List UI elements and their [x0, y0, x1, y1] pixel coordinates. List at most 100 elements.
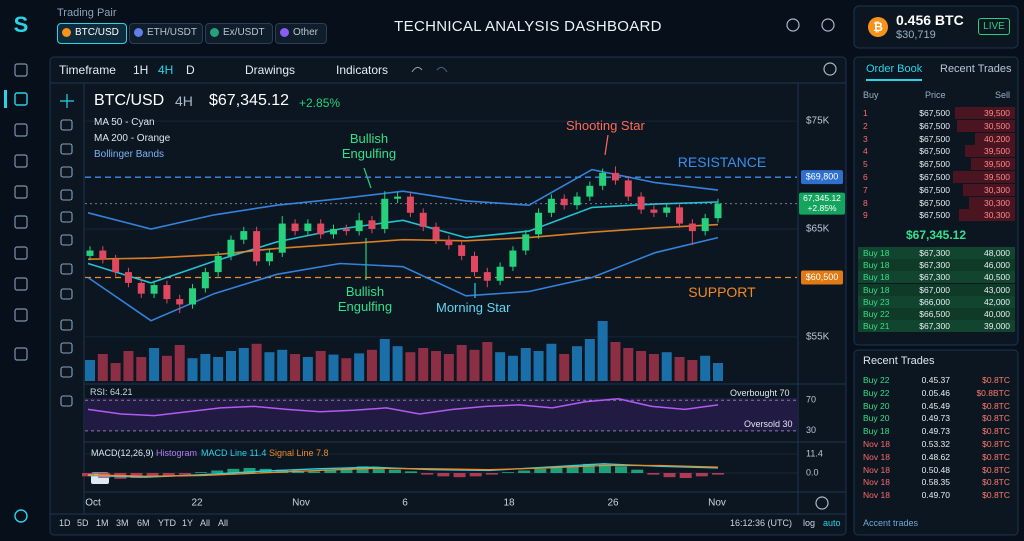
bid-row-cell: Buy 18 [863, 260, 890, 271]
bid-row-cell: 42,000 [984, 296, 1010, 307]
candle-body [599, 172, 607, 186]
sidebar-icon[interactable] [14, 347, 28, 361]
sidebar-icon[interactable] [14, 154, 28, 168]
volume-bar [213, 357, 224, 381]
sidebar-icon[interactable] [14, 246, 28, 260]
volume-bar [469, 349, 480, 381]
volume-bar [610, 342, 621, 381]
bid-row-cell: $66,000 [919, 296, 950, 307]
volume-bar [482, 342, 493, 381]
pair-name[interactable]: BTC/USD [75, 27, 119, 38]
pair-name[interactable]: Ex/USDT [223, 27, 265, 38]
volume-bar [713, 363, 723, 381]
pair-button[interactable] [275, 23, 327, 44]
interval-button[interactable]: D [186, 63, 195, 77]
sidebar-icon[interactable] [14, 123, 28, 137]
range-button[interactable]: All [218, 518, 229, 528]
tab-order-book[interactable]: Order Book [866, 63, 923, 81]
tab-recent-trades[interactable]: Recent Trades [940, 63, 1012, 75]
interval-button[interactable]: 1H [133, 63, 149, 77]
range-button[interactable]: 1M [96, 518, 109, 528]
icon-button[interactable] [786, 18, 800, 32]
crosshair-tool[interactable] [60, 94, 74, 108]
pair-name[interactable]: ETH/USDT [147, 27, 197, 38]
icon-button[interactable] [823, 62, 837, 76]
bid-row-cell: $67,300 [919, 248, 950, 258]
bid-row-bg [858, 259, 1015, 272]
volume-bar [431, 351, 442, 381]
macd-histogram-bar [195, 472, 208, 473]
tool-icon[interactable] [60, 166, 73, 178]
range-button[interactable]: 3M [116, 518, 129, 528]
trade-row-cell: 0.58.35 [921, 477, 950, 488]
drawings-button[interactable]: Drawings [245, 63, 296, 77]
pair-button[interactable] [57, 23, 127, 44]
volume-bar [85, 360, 95, 381]
tool-icon[interactable] [60, 319, 73, 331]
tool-icon[interactable] [60, 395, 73, 407]
legend-ma200: MA 200 - Orange [94, 133, 171, 144]
macd-histogram-bar [308, 471, 321, 473]
interval-button[interactable]: 4H [158, 63, 174, 77]
sidebar-icon[interactable] [14, 277, 28, 291]
macd-tick-label: 11.4 [806, 448, 823, 458]
tool-icon[interactable] [60, 211, 73, 223]
tool-icon[interactable] [60, 288, 73, 300]
range-button[interactable]: 5D [77, 518, 89, 528]
volume-bar [584, 339, 595, 381]
candle-body [317, 223, 325, 235]
sidebar-icon[interactable] [14, 215, 28, 229]
tool-icon[interactable] [60, 234, 73, 246]
range-button[interactable]: 1Y [182, 518, 194, 528]
tool-icon[interactable] [60, 263, 73, 275]
rsi-line [87, 398, 719, 417]
pair-button[interactable] [205, 23, 273, 44]
candle-body [330, 228, 338, 235]
log-toggle[interactable]: log [803, 518, 816, 528]
sidebar-icon[interactable] [14, 63, 28, 77]
candle-body [342, 228, 350, 232]
sidebar-icon[interactable] [14, 185, 28, 199]
pair-name[interactable]: Other [293, 27, 319, 38]
auto-toggle[interactable]: auto [823, 518, 841, 528]
tool-icon[interactable] [60, 342, 73, 354]
range-button[interactable]: YTD [158, 518, 176, 528]
icon-button[interactable] [821, 18, 835, 32]
sidebar-icon[interactable] [14, 92, 28, 106]
macd-histogram-bar [421, 473, 434, 475]
redo-icon[interactable] [436, 66, 448, 73]
undo-icon[interactable] [411, 66, 423, 73]
macd-histogram-bar [372, 468, 385, 473]
tool-icon[interactable] [60, 189, 73, 201]
candle-body [291, 223, 299, 232]
icon-button[interactable] [815, 496, 829, 510]
tool-icon[interactable] [60, 143, 73, 155]
bid-row-bg [858, 247, 1015, 259]
macd-histogram-bar [340, 468, 353, 473]
ask-row-cell: 39,500 [984, 146, 1010, 157]
settings-icon[interactable] [14, 509, 28, 523]
tool-icon[interactable] [60, 119, 73, 131]
bid-row-cell: Buy 18 [863, 284, 890, 295]
pair-icon [280, 28, 289, 37]
x-tick-label: Nov [292, 498, 310, 509]
tool-icon[interactable] [60, 366, 73, 378]
ask-row-cell: $67,500 [919, 197, 950, 208]
range-button[interactable]: 6M [137, 518, 150, 528]
macd-histogram-bar [663, 473, 676, 478]
range-button[interactable]: All [200, 518, 211, 528]
candle-body [265, 252, 273, 262]
pair-button[interactable] [129, 23, 203, 44]
volume-bar [392, 346, 403, 381]
trade-row-cell: Nov 18 [863, 464, 890, 475]
candle-body [547, 198, 555, 213]
trade-row-cell: 0.53.32 [921, 439, 950, 449]
candle-body [99, 250, 107, 260]
range-button[interactable]: 1D [59, 518, 71, 528]
support-tag [801, 270, 843, 285]
sidebar-icon[interactable] [14, 308, 28, 322]
timeframe-label: Timeframe [59, 63, 116, 77]
recent-trades-footer[interactable]: Accent trades [863, 518, 919, 528]
trade-row-cell: 0.49.73 [921, 426, 950, 437]
indicators-button[interactable]: Indicators [336, 63, 389, 77]
